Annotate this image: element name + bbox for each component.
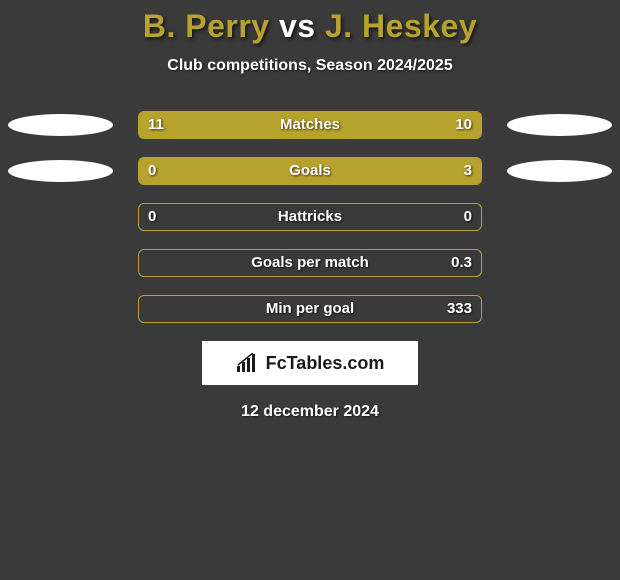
subtitle: Club competitions, Season 2024/2025 (0, 57, 620, 75)
avatar-placeholder-right (507, 114, 612, 136)
vs-label: vs (279, 8, 316, 44)
stat-bar (138, 295, 482, 323)
chart-bars-icon (236, 353, 260, 373)
stat-bar (138, 157, 482, 185)
date-label: 12 december 2024 (0, 403, 620, 421)
page-title: B. Perry vs J. Heskey (0, 8, 620, 45)
stat-row: 0 Goals 3 (0, 157, 620, 185)
stat-bar-fill-left (139, 112, 317, 138)
avatar-placeholder-left (8, 114, 113, 136)
stat-row: Goals per match 0.3 (0, 249, 620, 277)
stat-bar (138, 203, 482, 231)
stat-row: 0 Hattricks 0 (0, 203, 620, 231)
stat-bar-fill-left (139, 158, 201, 184)
stat-row: 11 Matches 10 (0, 111, 620, 139)
stat-row: Min per goal 333 (0, 295, 620, 323)
stat-bar-fill-right (317, 112, 481, 138)
stat-bar-fill-right (201, 158, 481, 184)
comparison-card: B. Perry vs J. Heskey Club competitions,… (0, 0, 620, 580)
stat-bar (138, 111, 482, 139)
stat-bar (138, 249, 482, 277)
player2-name: J. Heskey (325, 8, 477, 44)
stat-rows: 11 Matches 10 0 Goals 3 0 Hattricks 0 (0, 111, 620, 323)
avatar-placeholder-right (507, 160, 612, 182)
player1-name: B. Perry (143, 8, 270, 44)
avatar-placeholder-left (8, 160, 113, 182)
brand-box: FcTables.com (202, 341, 418, 385)
brand-text: FcTables.com (266, 353, 385, 374)
